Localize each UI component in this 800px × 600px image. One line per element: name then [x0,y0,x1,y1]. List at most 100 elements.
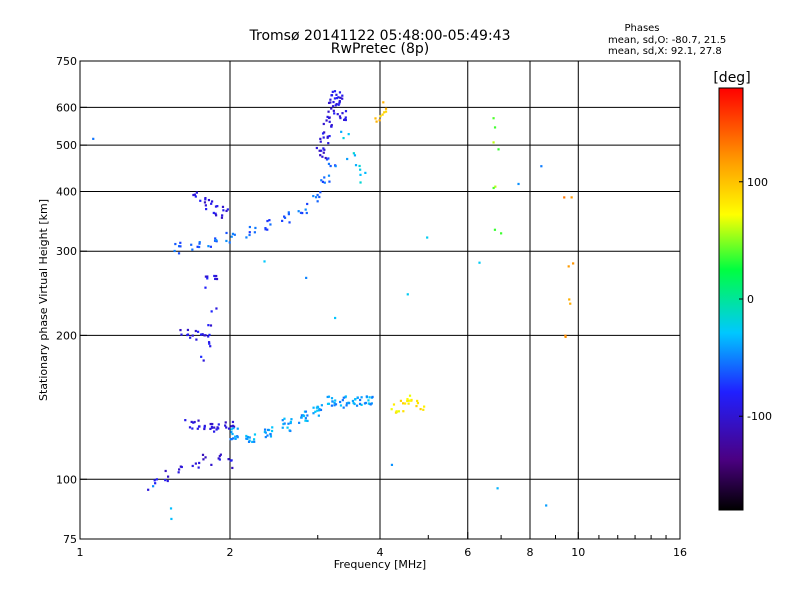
data-point [230,425,233,428]
data-point [248,233,251,237]
data-point [220,216,224,219]
data-point [323,176,326,179]
data-point [208,342,211,345]
data-point [360,396,363,399]
data-point [344,118,347,121]
data-point [166,479,169,483]
data-point [305,211,308,215]
data-point [198,241,201,244]
data-point [392,403,396,406]
data-point [204,275,207,278]
data-point [569,302,572,305]
data-point [326,136,329,139]
data-point [359,173,362,176]
data-point [282,422,285,426]
data-point [304,410,308,413]
y-axis-label: Stationary phase Virtual Height [km] [37,199,50,401]
data-point [174,242,177,246]
data-point [266,228,269,231]
data-point [342,136,345,140]
data-point [203,424,206,428]
data-point [196,427,199,430]
data-point [197,330,200,333]
data-point [289,421,292,425]
data-point [302,414,305,417]
data-point [290,418,293,421]
data-point [346,157,349,161]
data-point [222,209,225,212]
data-point [492,186,495,190]
data-point [312,194,315,198]
data-point [195,191,198,194]
data-point [383,111,386,114]
data-point [327,162,331,165]
data-point [407,402,410,405]
data-point [184,419,187,422]
data-point [319,408,323,412]
data-point [179,245,182,248]
data-point [365,395,368,398]
data-point [190,420,193,424]
data-point [367,402,370,405]
data-point [263,260,266,263]
data-point [205,207,208,211]
data-point [321,180,325,183]
data-point [378,119,381,122]
x-axis: 1 2 4 6 8 10 16 [77,532,687,559]
data-point [248,439,251,442]
data-point [177,252,181,255]
data-point [338,400,342,404]
data-point [230,235,233,238]
data-point [188,426,192,429]
data-point [367,399,370,402]
data-point [218,455,221,458]
data-point [329,101,332,104]
y-tick-label: 300 [56,245,77,258]
data-points [92,90,575,521]
grid-lines [80,61,680,539]
data-point [341,97,344,100]
data-point [230,438,233,441]
data-point [344,116,347,119]
data-point [228,241,231,244]
data-point [572,262,575,265]
data-point [231,232,235,235]
data-point [217,427,220,430]
data-point [321,132,325,135]
data-point [203,426,206,429]
data-point [368,396,371,399]
data-point [359,181,362,184]
data-point [210,310,213,313]
data-point [300,416,303,419]
data-point [254,226,257,230]
data-point [570,196,573,199]
data-point [209,422,212,426]
x-axis-label: Frequency [MHz] [334,558,426,571]
data-point [209,245,213,248]
data-point [568,298,571,301]
data-point [264,431,267,434]
data-point [334,104,337,107]
data-point [191,334,194,337]
colorbar-ticks: -100 0 100 [739,176,772,423]
data-point [281,219,284,223]
data-point [180,333,183,336]
data-point [299,211,303,214]
data-point [264,435,267,439]
data-point [381,113,384,116]
data-point [332,100,335,104]
data-point [306,419,309,423]
data-point [217,423,220,426]
data-point [315,146,318,150]
data-point [164,479,167,482]
data-point [329,164,332,168]
y-tick-label: 750 [56,55,77,68]
data-point [283,215,286,218]
data-point [248,231,251,234]
data-point [177,471,180,474]
y-tick-label: 100 [56,473,77,486]
data-point [169,507,173,510]
data-point [325,158,329,161]
x-tick-label: 8 [527,546,534,559]
data-point [333,401,336,405]
